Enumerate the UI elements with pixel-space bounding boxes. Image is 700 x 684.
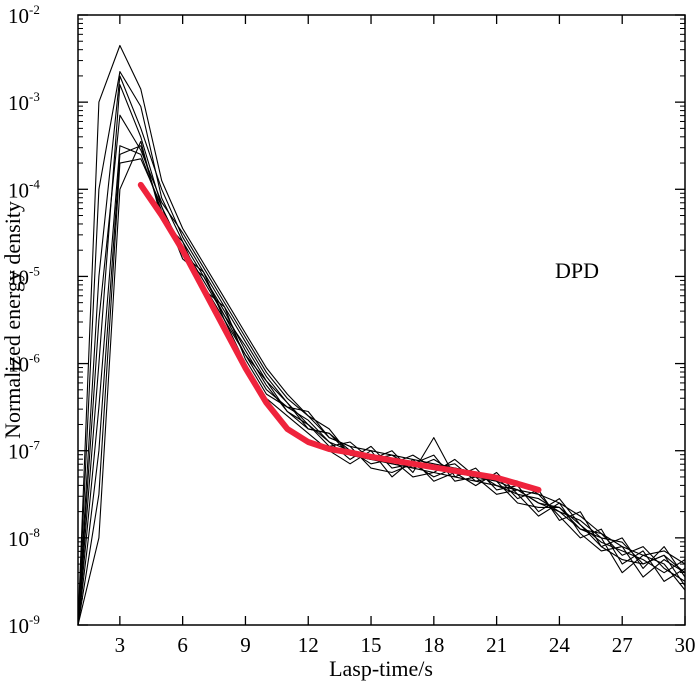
y-axis-ticks: 10-9 10-8 10-7 10-6 10-5 10-4 10-3 10-2 xyxy=(8,2,685,638)
trace-line-7 xyxy=(77,145,686,626)
y-tick-label: 10-4 xyxy=(8,176,40,202)
trace-line-4 xyxy=(77,84,686,626)
data-curves xyxy=(77,44,686,626)
fit-curve-line xyxy=(137,181,542,493)
plot-frame xyxy=(77,14,686,626)
trace-line-1 xyxy=(77,44,686,626)
x-axis-title: Lasp-time/s xyxy=(329,656,433,681)
trace-line-6 xyxy=(77,145,686,626)
x-tick-label: 27 xyxy=(612,633,633,657)
y-tick-label: 10-2 xyxy=(8,2,40,28)
y-tick-label: 10-3 xyxy=(8,89,40,115)
y-tick-label: 10-8 xyxy=(8,525,40,551)
trace-line-5 xyxy=(77,114,686,626)
x-tick-label: 21 xyxy=(486,633,507,657)
x-tick-label: 6 xyxy=(177,633,188,657)
y-tick-label: 10-7 xyxy=(8,438,40,464)
x-tick-label: 24 xyxy=(549,633,571,657)
trace-line-3 xyxy=(77,75,686,626)
x-tick-label: 15 xyxy=(361,633,382,657)
y-tick-label: 10-6 xyxy=(8,351,40,377)
trace-line-8 xyxy=(77,140,686,626)
y-axis-title: Normalized energy density xyxy=(0,201,25,439)
x-tick-label: 12 xyxy=(298,633,319,657)
x-tick-label: 30 xyxy=(675,633,696,657)
y-tick-label: 10-5 xyxy=(8,263,40,289)
x-axis-ticks: 3 6 9 12 15 18 21 24 27 30 xyxy=(115,15,696,657)
x-tick-label: 9 xyxy=(240,633,251,657)
y-tick-label: 10-9 xyxy=(8,612,40,638)
x-tick-label: 18 xyxy=(423,633,444,657)
x-tick-label: 3 xyxy=(115,633,126,657)
trace-line-2 xyxy=(77,71,686,626)
chart-annotation-dpd: DPD xyxy=(555,258,599,283)
